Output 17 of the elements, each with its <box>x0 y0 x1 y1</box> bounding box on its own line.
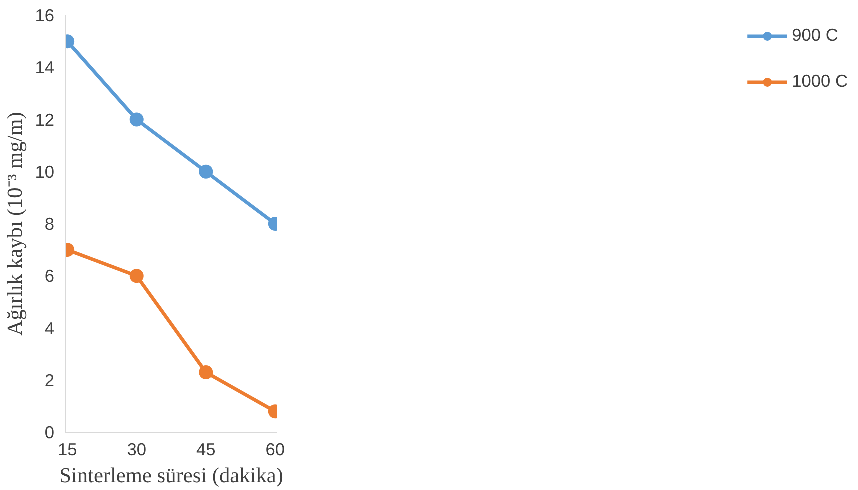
y-tick-label: 2 <box>44 370 55 390</box>
x-axis-title: Sinterleme süresi (dakika) <box>60 464 284 488</box>
x-tick-label: 15 <box>58 440 78 460</box>
x-tick-label: 45 <box>196 440 216 460</box>
y-tick-label: 12 <box>35 110 55 130</box>
x-tick-label: 60 <box>266 440 286 460</box>
x-tick-label: 30 <box>127 440 147 460</box>
y-axis-title: Ağırlık kaybı (10⁻³ mg/m) <box>3 112 28 336</box>
y-tick-label: 8 <box>44 214 55 234</box>
y-tick-label: 10 <box>35 162 55 182</box>
y-tick-label: 14 <box>35 58 55 78</box>
y-tick-label: 6 <box>44 266 55 286</box>
y-tick-label: 16 <box>35 6 55 26</box>
legend-label: 900 C <box>792 25 838 46</box>
legend-label: 1000 C <box>792 71 848 92</box>
y-tick-label: 4 <box>44 318 55 338</box>
y-tick-label: 0 <box>44 422 55 442</box>
